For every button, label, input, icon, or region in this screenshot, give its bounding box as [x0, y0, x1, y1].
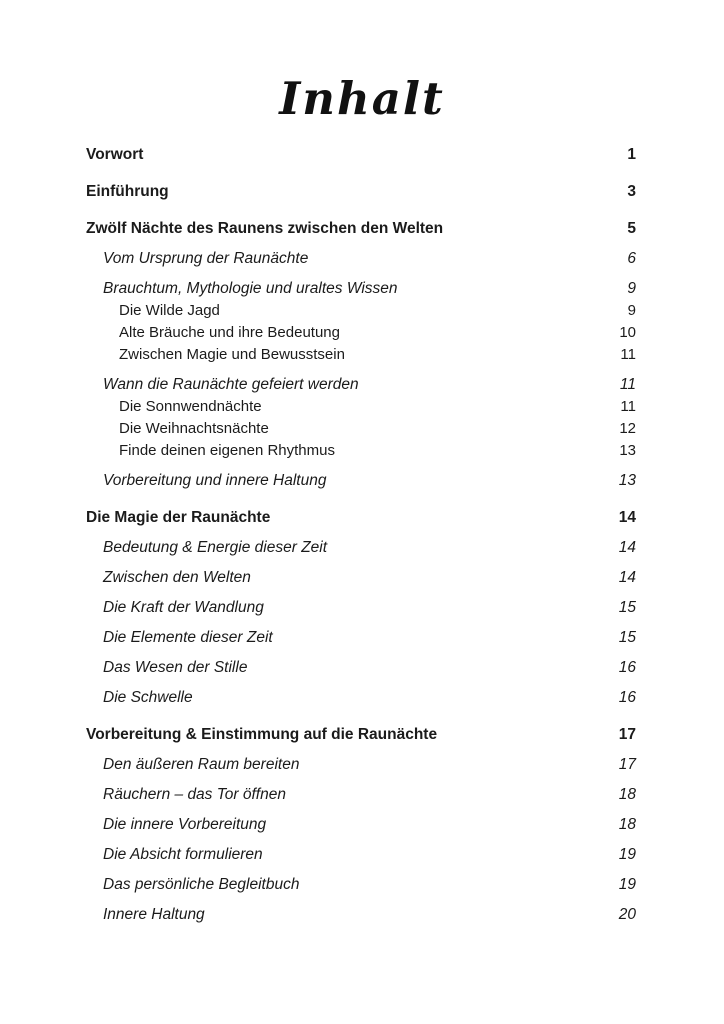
- toc-entry: Alte Bräuche und ihre Bedeutung 10: [86, 322, 636, 344]
- toc-entry: Das Wesen der Stille 16: [86, 657, 636, 679]
- toc-entry-label: Einführung: [86, 183, 169, 200]
- toc-entry-label: Vorbereitung & Einstimmung auf die Raunä…: [86, 726, 438, 743]
- toc-entry: Das persönliche Begleitbuch 19: [86, 874, 636, 896]
- toc-entry: Die Schwelle 16: [86, 687, 636, 709]
- toc-entry-label: Wann die Raunächte gefeiert werden: [103, 376, 359, 393]
- toc-entry-page: 15: [618, 629, 636, 646]
- toc-entry-label: Die Elemente dieser Zeit: [103, 629, 273, 646]
- toc-entry: Die Wilde Jagd 9: [86, 300, 636, 322]
- toc-entry: Wann die Raunächte gefeiert werden 11: [86, 374, 636, 396]
- toc-entry-page: 11: [620, 346, 636, 363]
- toc-entry-page: 14: [618, 539, 636, 556]
- toc-entry: Die innere Vorbereitung 18: [86, 814, 636, 836]
- toc-entry-page: 14: [618, 569, 636, 586]
- toc-entry: Vorbereitung & Einstimmung auf die Raunä…: [86, 724, 636, 746]
- toc-entry-label: Brauchtum, Mythologie und uraltes Wissen: [103, 280, 398, 297]
- toc-entry-label: Innere Haltung: [103, 906, 205, 923]
- toc-entry-page: 6: [627, 250, 636, 267]
- toc-entry-label: Alte Bräuche und ihre Bedeutung: [119, 324, 340, 341]
- toc-entry-page: 20: [618, 906, 636, 923]
- toc-entry-page: 10: [619, 324, 636, 341]
- toc-entry: Räuchern – das Tor öffnen 18: [86, 784, 636, 806]
- toc-entry-label: Vorwort: [86, 146, 144, 163]
- toc-entry: Zwischen Magie und Bewusstsein 11: [86, 344, 636, 366]
- toc-entry-page: 3: [627, 183, 636, 200]
- toc-entry: Die Absicht formulieren 19: [86, 844, 636, 866]
- toc-entry-page: 11: [620, 398, 636, 415]
- toc-entry-page: 18: [618, 816, 636, 833]
- toc-entry: Die Weihnachtsnächte 12: [86, 418, 636, 440]
- toc-entry: Vorwort 1: [86, 144, 636, 166]
- toc-entry-page: 14: [618, 509, 636, 526]
- toc-entry: Die Magie der Raunächte 14: [86, 507, 636, 529]
- toc-entry: Den äußeren Raum bereiten 17: [86, 754, 636, 776]
- toc-entry-page: 9: [627, 280, 636, 297]
- toc-entry-label: Die Weihnachtsnächte: [119, 420, 269, 437]
- toc-entry: Brauchtum, Mythologie und uraltes Wissen…: [86, 278, 636, 300]
- toc-entry-page: 19: [618, 876, 636, 893]
- toc-entry: Vom Ursprung der Raunächte 6: [86, 248, 636, 270]
- toc-entry-page: 11: [619, 376, 636, 393]
- toc-entry-label: Die Sonnwendnächte: [119, 398, 262, 415]
- toc-entry: Bedeutung & Energie dieser Zeit 14: [86, 537, 636, 559]
- toc-entry-page: 13: [619, 442, 636, 459]
- toc-entry: Vorbereitung und innere Haltung 13: [86, 470, 636, 492]
- toc-entry-label: Das persönliche Begleitbuch: [103, 876, 300, 893]
- toc-entry-label: Die Wilde Jagd: [119, 302, 220, 319]
- toc-entry-label: Vorbereitung und innere Haltung: [103, 472, 327, 489]
- toc-entry: Zwischen den Welten 14: [86, 567, 636, 589]
- toc-entry-label: Zwischen Magie und Bewusstsein: [119, 346, 345, 363]
- toc-entry-label: Den äußeren Raum bereiten: [103, 756, 300, 773]
- toc-entry-page: 1: [627, 146, 636, 163]
- toc-entry-page: 13: [618, 472, 636, 489]
- toc-entry-label: Das Wesen der Stille: [103, 659, 248, 676]
- toc-entry-page: 17: [618, 756, 636, 773]
- toc-entry-label: Die Magie der Raunächte: [86, 509, 271, 526]
- toc-entry-label: Zwölf Nächte des Raunens zwischen den We…: [86, 220, 444, 237]
- toc-entry-page: 16: [618, 659, 636, 676]
- toc-entry-page: 17: [618, 726, 636, 743]
- toc-entry-page: 5: [627, 220, 636, 237]
- toc-entry-page: 15: [618, 599, 636, 616]
- toc-entry: Die Elemente dieser Zeit 15: [86, 627, 636, 649]
- toc-entry-page: 18: [618, 786, 636, 803]
- page-title: Inhalt: [279, 72, 445, 125]
- toc-entry-label: Bedeutung & Energie dieser Zeit: [103, 539, 328, 556]
- toc-entry-label: Finde deinen eigenen Rhythmus: [119, 442, 335, 459]
- toc-entry-label: Die Absicht formulieren: [103, 846, 263, 863]
- toc-list: Vorwort 1 Einführung 3 Zwölf Nächte des Raun…: [86, 144, 636, 926]
- toc-entry: Innere Haltung 20: [86, 904, 636, 926]
- toc-entry-label: Räuchern – das Tor öffnen: [103, 786, 286, 803]
- toc-entry-page: 9: [627, 302, 636, 319]
- toc-entry-page: 19: [618, 846, 636, 863]
- toc-entry-label: Die Schwelle: [103, 689, 193, 706]
- toc-entry: Einführung 3: [86, 181, 636, 203]
- toc-entry-label: Zwischen den Welten: [103, 569, 251, 586]
- toc-entry-page: 16: [618, 689, 636, 706]
- toc-entry: Zwölf Nächte des Raunens zwischen den We…: [86, 218, 636, 240]
- toc-entry-label: Die Kraft der Wandlung: [103, 599, 264, 616]
- toc-entry-label: Vom Ursprung der Raunächte: [103, 250, 309, 267]
- toc-entry: Finde deinen eigenen Rhythmus 13: [86, 440, 636, 462]
- toc-entry-label: Die innere Vorbereitung: [103, 816, 267, 833]
- toc-entry: Die Sonnwendnächte 11: [86, 396, 636, 418]
- toc-entry: Die Kraft der Wandlung 15: [86, 597, 636, 619]
- toc-entry-page: 12: [619, 420, 636, 437]
